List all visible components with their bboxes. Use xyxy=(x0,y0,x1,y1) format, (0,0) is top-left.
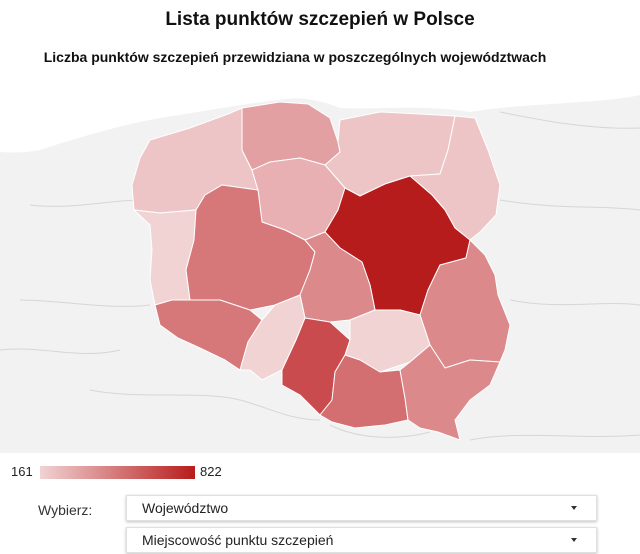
poland-map xyxy=(0,68,640,453)
baltic-sea xyxy=(0,68,640,153)
legend-color-scale xyxy=(40,466,195,479)
chevron-down-icon xyxy=(571,506,577,510)
chevron-down-icon xyxy=(571,538,577,542)
locality-dropdown-text: Miejscowość punktu szczepień xyxy=(142,532,334,548)
voivodeship-dropdown-text: Województwo xyxy=(142,500,229,516)
region-malopolskie[interactable] xyxy=(319,354,409,429)
region-podkarpackie[interactable] xyxy=(399,344,501,441)
locality-dropdown[interactable]: Miejscowość punktu szczepień xyxy=(126,527,597,553)
voivodeships xyxy=(131,101,511,441)
neighbour-borders xyxy=(0,111,640,441)
legend-max-label: 822 xyxy=(200,464,222,479)
page-title: Lista punktów szczepień w Polsce xyxy=(165,9,475,30)
chart-subtitle: Liczba punktów szczepień przewidziana w … xyxy=(43,49,547,65)
legend-min-label: 161 xyxy=(11,464,33,479)
select-label: Wybierz: xyxy=(38,502,93,518)
voivodeship-dropdown[interactable]: Województwo xyxy=(126,495,597,521)
